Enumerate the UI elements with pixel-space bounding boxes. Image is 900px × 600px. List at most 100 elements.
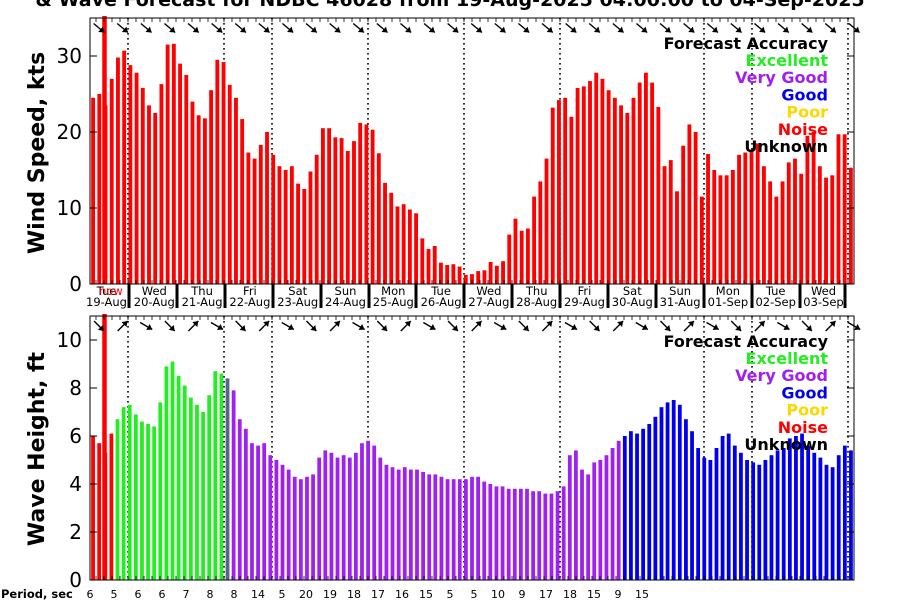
direction-arrow-head [475,321,482,328]
direction-arrow-head [593,324,600,331]
wind-bar [687,124,692,285]
wind-bar [314,154,319,284]
wind-bar [184,75,189,284]
direction-arrow-head [500,323,507,331]
legend-title: Forecast Accuracy [664,332,829,351]
wind-bar [619,105,623,285]
direction-arrow-head [381,324,388,331]
wind-bar [612,97,617,284]
day-date: 02-Sep [755,295,795,309]
wind-bar [302,189,307,284]
wind-bar [799,173,804,284]
direction-arrow-head [759,26,766,33]
wind-bar [116,57,120,284]
wave-bar [824,464,829,580]
period-value: 7 [183,588,190,600]
wind-bar [271,154,276,284]
wind-bar [643,72,648,284]
wave-bar [555,491,560,580]
wave-bar [519,488,523,580]
period-value: 5 [279,588,286,600]
wave-bar [616,440,621,580]
wave-bar [91,436,95,580]
wave-bar [580,469,584,580]
wind-bar [768,181,773,284]
direction-arrow-head [333,321,340,328]
legend-item-unknown: Unknown [744,435,828,454]
wave-bar [720,436,725,580]
wave-bar [280,464,285,580]
y-tick-label: 10 [57,196,82,220]
period-value: 9 [519,588,526,600]
wind-bar [501,261,505,284]
wave-bar [506,488,511,580]
day-date: 31-Aug [660,295,701,309]
wave-bar [665,402,670,580]
wave-bar [641,428,646,580]
wind-bar [234,97,238,284]
wave-bar [115,419,120,580]
day-name: Wed [142,284,167,298]
wave-bar [677,404,682,580]
wave-bar [714,448,719,580]
day-name: Tue [96,284,117,298]
direction-arrows [93,320,861,332]
direction-arrow-head [570,323,578,331]
wave-bar [812,452,817,580]
wind-bar [575,87,580,284]
wind-bar [432,246,437,284]
wave-bar [170,361,175,580]
wave-bar [708,460,713,580]
wave-bar [317,457,322,580]
direction-arrow-head [593,26,600,33]
wave-bar [408,469,413,580]
wind-bar [345,151,350,284]
wave-bar [543,493,548,580]
wind-bar [246,152,251,284]
wind-bar [171,43,176,285]
wind-bar [507,234,512,284]
wave-bar [500,486,505,580]
direction-arrow-head [687,321,694,328]
wave-bar [647,424,652,580]
day-date: 29-Aug [564,295,605,309]
wave-bar [256,445,260,580]
day-date: 01-Sep [708,295,748,309]
wind-bar [805,135,810,284]
direction-arrow-head [641,26,648,33]
wind-bar [488,261,493,284]
wave-bar [622,436,627,580]
day-date: 25-Aug [373,295,414,309]
wave-bar [207,395,212,580]
wind-bar [426,249,431,284]
day-name: Wed [476,284,501,298]
period-value: 6 [135,588,142,600]
direction-arrow-head [216,323,224,331]
wind-bar [463,274,468,284]
wind-ylabel: Wind Speed, kts [25,52,50,254]
y-tick-label: 0 [69,568,82,592]
day-date: 27-Aug [468,295,509,309]
wind-bar [221,62,226,284]
wind-bar [830,175,835,284]
direction-arrow-head [570,26,577,33]
wind-bar [600,78,605,284]
wave-bar [561,486,566,580]
legend-item-noise: Noise [778,418,828,437]
wind-bar [395,206,400,284]
direction-arrow-head [546,26,553,33]
direction-arrow-head [239,26,246,33]
wave-bar [445,479,450,580]
day-date: 23-Aug [277,295,318,309]
period-value: 15 [587,588,601,600]
wave-bar [347,457,352,580]
y-tick-label: 0 [69,272,82,296]
wind-bar [724,175,729,284]
wind-bar [706,154,710,284]
wind-bar [420,238,425,284]
direction-arrow-head [617,26,624,33]
day-name: Fri [578,284,592,298]
wave-bar [384,464,389,580]
wave-bar [201,412,205,580]
